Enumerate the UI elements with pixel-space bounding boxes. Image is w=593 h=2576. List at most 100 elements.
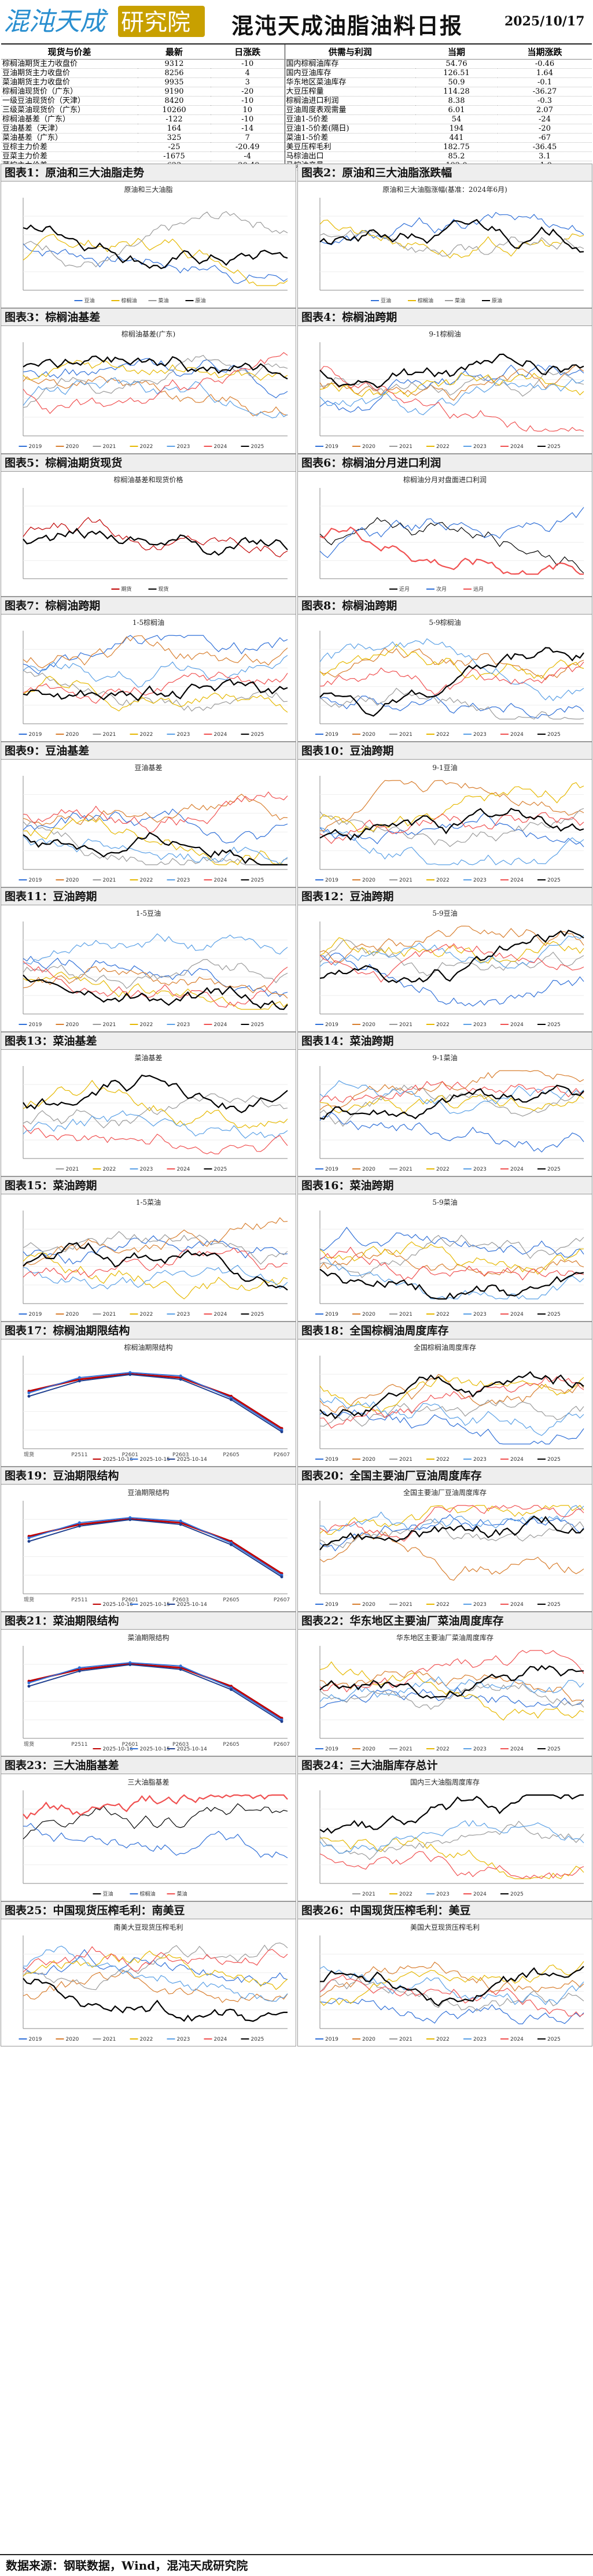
x-tick-label: P2605 xyxy=(223,1742,239,1748)
series-line xyxy=(319,372,584,398)
chart-panel-title: 图表19：豆油期限结构 xyxy=(1,1467,296,1485)
legend-entry: 2020 xyxy=(66,732,79,738)
legend-entry: 2022 xyxy=(140,732,153,738)
legend-entry: 2022 xyxy=(140,1022,153,1028)
series-line xyxy=(319,1400,584,1427)
chart-title: 1-5豆油 xyxy=(136,909,161,917)
chart-svg: 豆油基差 2019 2020 2021 2022 2023 2024 2025 xyxy=(19,764,288,883)
table-cell: -67 xyxy=(498,133,592,143)
series-line xyxy=(319,939,584,976)
legend-entry: 2019 xyxy=(29,444,42,450)
legend-entry: 原油 xyxy=(492,297,502,304)
chart-title: 原油和三大油脂涨幅(基准：2024年6月) xyxy=(382,185,507,194)
table-cell: 9190 xyxy=(138,87,211,97)
series-line xyxy=(23,1247,288,1280)
table-cell: -10 xyxy=(211,96,285,106)
series-line xyxy=(319,926,584,963)
x-tick-label: P2601 xyxy=(122,1742,138,1748)
series-line xyxy=(23,679,288,702)
series-line xyxy=(319,647,584,717)
series-line xyxy=(319,1505,584,1542)
chart-panel-16: 图表16：菜油跨期 5-9菜油 2019 2020 2021 2022 2023 2024 20… xyxy=(297,1176,592,1322)
legend-entry: 2025-10-14 xyxy=(177,1457,208,1463)
series-line xyxy=(23,655,288,688)
series-line xyxy=(319,1531,584,1581)
series-line xyxy=(319,1070,584,1111)
x-tick-label: 现货 xyxy=(24,1451,34,1458)
series-line xyxy=(319,1519,584,1549)
legend-entry: 2025 xyxy=(547,878,561,883)
series-line xyxy=(28,1373,282,1430)
series-line xyxy=(23,224,288,269)
series-line xyxy=(23,352,288,414)
table-row: 棕榈油期货主力收盘价 9312 -10 国内棕榈油库存 54.76 -0.46 xyxy=(1,59,592,69)
series-line xyxy=(319,1961,584,2006)
legend-entry: 2022 xyxy=(399,1892,412,1897)
data-point xyxy=(78,1379,81,1383)
chart-title: 三大油脂基差 xyxy=(127,1778,169,1786)
legend-entry: 2022 xyxy=(436,732,450,738)
chart-panel-title: 图表11：豆油跨期 xyxy=(1,888,296,905)
series-line xyxy=(23,377,288,419)
table-cell: 豆油1-5价差(隔日) xyxy=(285,124,415,134)
series-line xyxy=(23,794,288,826)
chart-panel-2: 图表2：原油和三大油脂涨跌幅 原油和三大油脂涨幅(基准：2024年6月) 豆油 棕榈油… xyxy=(297,164,592,308)
table-header-5: 当期涨跌 xyxy=(498,45,592,60)
chart-title: 全国棕榈油周度库存 xyxy=(414,1343,476,1352)
data-point xyxy=(280,1575,283,1579)
series-line xyxy=(319,808,584,841)
series-line xyxy=(319,364,584,413)
series-line xyxy=(319,952,584,1007)
series-line xyxy=(23,1231,288,1265)
legend-entry: 2023 xyxy=(473,732,487,738)
chart-svg: 原油和三大油脂涨幅(基准：2024年6月) 豆油 棕榈油 菜油 原油 xyxy=(319,185,584,304)
legend-entry: 豆油 xyxy=(103,1890,113,1897)
chart-title: 原油和三大油脂 xyxy=(124,185,172,194)
chart-svg: 全国主要油厂豆油周度库存 2019 2020 2021 2022 2023 2024 2025 xyxy=(315,1488,584,1608)
series-line xyxy=(23,971,288,1010)
table-row: 菜油基差（广东） 325 7 菜油1-5价差 441 -67 xyxy=(1,133,592,143)
series-line xyxy=(319,1837,584,1879)
chart-panel-title: 图表20：全国主要油厂豆油周度库存 xyxy=(298,1467,592,1485)
series-line xyxy=(319,230,584,257)
legend-entry: 2020 xyxy=(362,878,375,883)
table-cell: 棕榈油现货价（广东） xyxy=(1,87,138,97)
chart-panel-19: 图表19：豆油期限结构 豆油期限结构 现货 P2511 P2601 P2603 P2605 P… xyxy=(1,1467,296,1612)
chart-title: 南美大豆现货压榨毛利 xyxy=(113,1923,183,1931)
legend-entry: 2024 xyxy=(214,732,227,738)
data-point xyxy=(128,1518,132,1522)
series-line xyxy=(23,1242,288,1291)
legend-entry: 2024 xyxy=(214,1312,227,1317)
chart-panel-8: 图表8：棕榈油跨期 5-9棕榈油 2019 2020 2021 2022 2023 2024 2… xyxy=(297,597,592,742)
chart-title: 全国主要油厂豆油周度库存 xyxy=(403,1488,487,1497)
data-point xyxy=(27,1685,31,1688)
series-line xyxy=(23,527,288,556)
table-cell: 棕榈油期货主力收盘价 xyxy=(1,59,138,69)
table-cell: 华东地区菜油库存 xyxy=(285,77,415,87)
series-line xyxy=(319,353,584,388)
series-line xyxy=(28,1664,282,1722)
data-point xyxy=(179,1374,182,1378)
legend-entry: 2021 xyxy=(103,444,116,450)
table-cell: 54.76 xyxy=(415,59,498,69)
series-line xyxy=(23,1217,288,1268)
series-line xyxy=(23,791,288,834)
data-point xyxy=(230,1543,233,1546)
legend-entry: 2023 xyxy=(177,444,190,450)
legend-entry: 2020 xyxy=(362,1746,375,1752)
legend-entry: 2020 xyxy=(66,2037,79,2042)
table-cell: 豆油期货主力收盘价 xyxy=(1,68,138,78)
chart-svg: 全国棕榈油周度库存 2019 2020 2021 2022 2023 2024 2025 xyxy=(315,1343,584,1463)
x-tick-label: P2603 xyxy=(172,1452,189,1458)
legend-entry: 2023 xyxy=(473,1457,487,1463)
legend-entry: 2021 xyxy=(399,2037,412,2042)
legend-entry: 2022 xyxy=(436,2037,450,2042)
series-line xyxy=(23,961,288,1008)
series-line xyxy=(319,1085,584,1120)
chart-panel-15: 图表15：菜油跨期 1-5菜油 2019 2020 2021 2022 2023 2024 20… xyxy=(1,1176,296,1322)
table-cell: -20 xyxy=(498,124,592,134)
series-line xyxy=(319,1966,584,2007)
table-cell: 7 xyxy=(211,133,285,143)
chart-panel-26: 图表26：中国现货压榨毛利：美豆 美国大豆现货压榨毛利 2019 2020 2021 20… xyxy=(297,1901,592,2046)
legend-entry: 2025 xyxy=(547,1312,561,1317)
